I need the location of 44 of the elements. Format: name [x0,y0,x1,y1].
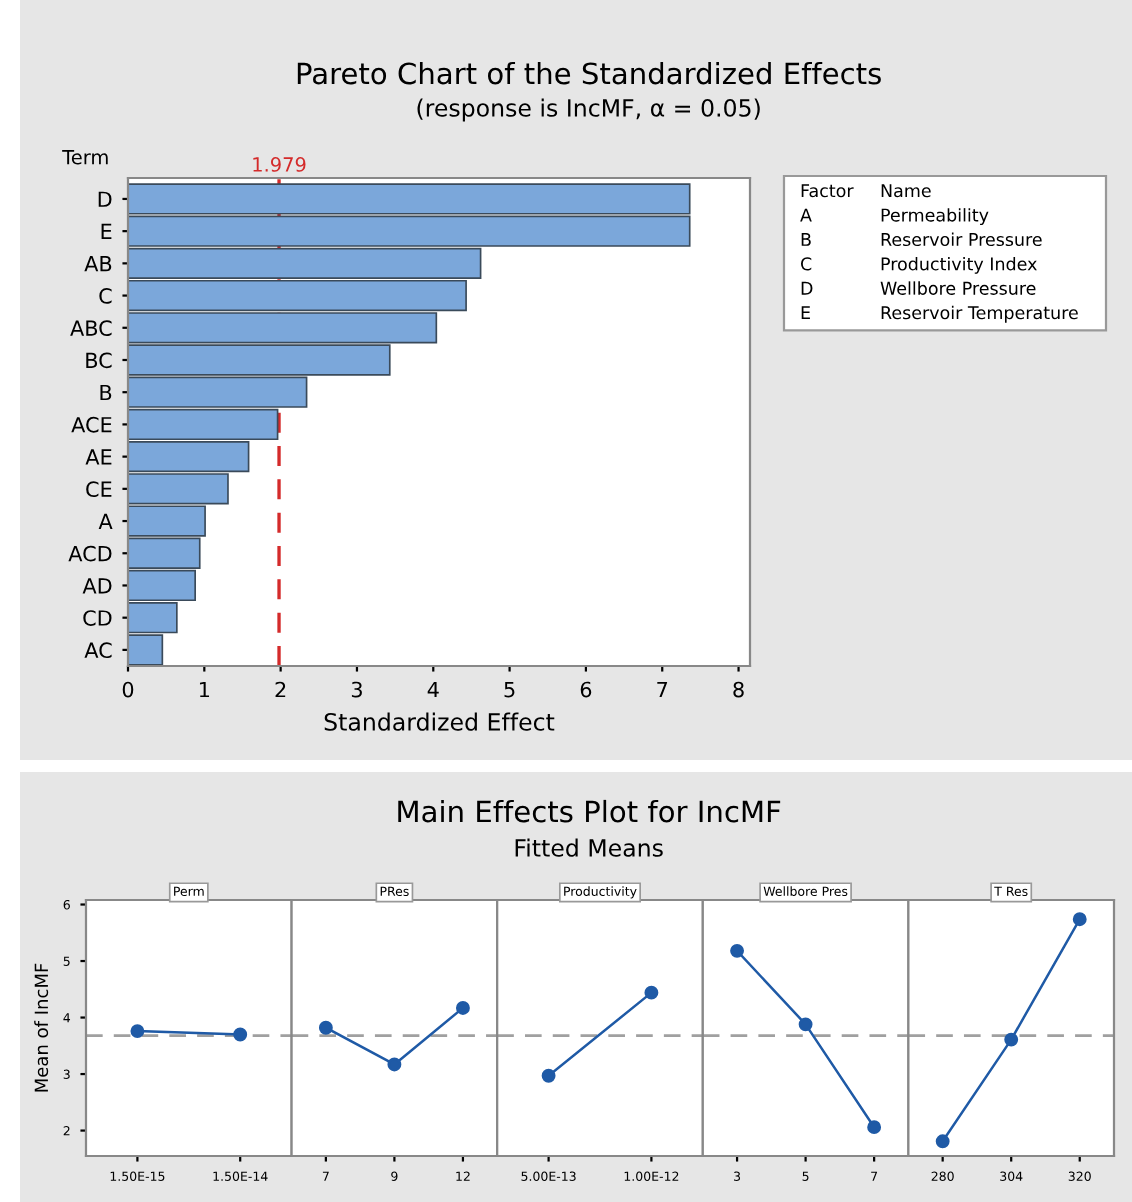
y-tick-label: B [100,384,112,401]
x-tick-label: 8 [733,681,744,698]
y-tick-label: E [101,223,112,240]
y-tick-label: A [98,513,113,529]
y-tick-label: D [98,191,112,207]
y-tick-label: AC [84,642,112,659]
text: E [801,306,810,320]
text: Name [881,184,931,198]
text: D [801,281,813,295]
text: Productivity Index [881,256,1037,274]
x-tick-label: 2 [275,681,286,698]
text: Reservoir Temperature [881,305,1078,323]
text: C [800,257,812,271]
x-tick-label: 5 [504,681,515,698]
x-tick-label: 3 [351,681,362,698]
y-tick-label: ACD [68,545,112,562]
text: Wellbore Pressure [880,281,1036,295]
x-tick-label: 1 [199,681,210,698]
chart-title: Pareto Chart of the Standardized Effects [297,61,881,85]
y-tick-label: CD [83,610,112,626]
y-tick-label: ACE [71,416,112,433]
y-tick-label: AD [82,578,112,594]
text: B [801,233,811,246]
x-tick-label: 6 [580,681,592,698]
text: A [800,208,812,222]
y-tick-label: C [99,288,112,304]
text: Permeability [881,208,989,226]
text: Factor [801,184,854,198]
y-tick-label: ABC [70,320,112,336]
text: Fitted Means [515,838,663,857]
x-tick-label: 7 [657,681,668,698]
y-tick-label: AE [85,449,112,465]
y-axis-title: Term [62,150,108,165]
text: Main Effects Plot for IncMF [398,799,781,823]
chart-subtitle: (response is IncMF, α = 0.05) [417,98,760,122]
y-tick-label: BC [86,352,112,369]
x-tick-label: 0 [122,681,134,698]
x-axis-title: Standardized Effect [324,712,555,731]
ref-line-label: 1.979 [253,157,306,172]
text: Reservoir Pressure [881,232,1042,247]
y-tick-label: CE [86,481,112,498]
x-tick-label: 4 [427,681,439,698]
y-axis-title: Mean of IncMF [34,963,49,1092]
y-tick-label: AB [84,256,112,272]
